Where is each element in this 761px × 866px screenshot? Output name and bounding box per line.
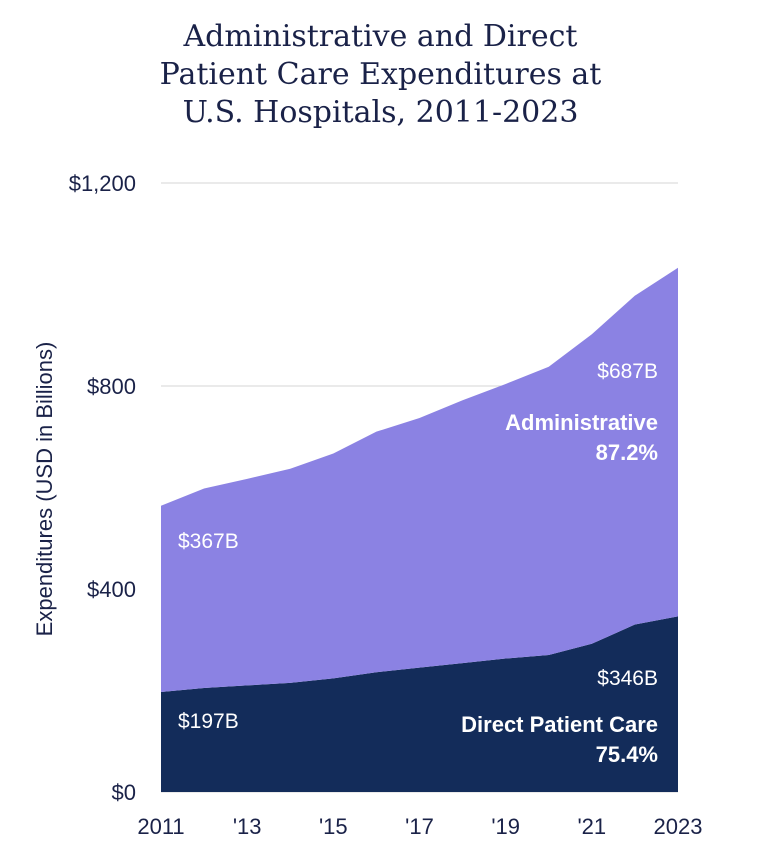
x-tick-label: 2023 (654, 814, 703, 839)
y-tick-label: $0 (112, 780, 136, 805)
direct-care-end-label: $346B (597, 667, 658, 690)
x-tick-label: '19 (491, 814, 520, 839)
area-layer (161, 267, 678, 792)
x-tick-label: '13 (233, 814, 262, 839)
administrative-series-label: Administrative (505, 410, 658, 435)
administrative-growth-label: 87.2% (596, 440, 658, 465)
y-axis-label: Expenditures (USD in Billions) (32, 342, 57, 637)
chart-title-line-1: Administrative and Direct (183, 19, 578, 54)
x-tick-label: '15 (319, 814, 348, 839)
y-tick-label: $400 (87, 577, 136, 602)
chart-title-line-3: U.S. Hospitals, 2011-2023 (182, 95, 579, 130)
x-tick-label: '21 (577, 814, 606, 839)
x-axis: 2011 '13 '15 '17 '19 '21 2023 (137, 814, 702, 839)
area-direct-patient-care (161, 616, 678, 792)
direct-care-growth-label: 75.4% (596, 742, 658, 767)
y-tick-label: $800 (87, 374, 136, 399)
direct-care-start-label: $197B (178, 710, 239, 733)
x-tick-label: 2011 (137, 814, 184, 839)
direct-care-series-label: Direct Patient Care (461, 712, 658, 737)
administrative-start-label: $367B (178, 530, 239, 553)
y-tick-label: $1,200 (69, 171, 136, 196)
x-tick-label: '17 (405, 814, 434, 839)
administrative-end-label: $687B (597, 360, 658, 383)
chart-title: Administrative and Direct Patient Care E… (0, 18, 761, 132)
area-administrative (161, 267, 678, 693)
data-labels: $367B $687B Administrative 87.2% $197B $… (178, 360, 658, 767)
chart-title-line-2: Patient Care Expenditures at (159, 57, 602, 92)
y-axis: $0 $400 $800 $1,200 (69, 171, 136, 805)
